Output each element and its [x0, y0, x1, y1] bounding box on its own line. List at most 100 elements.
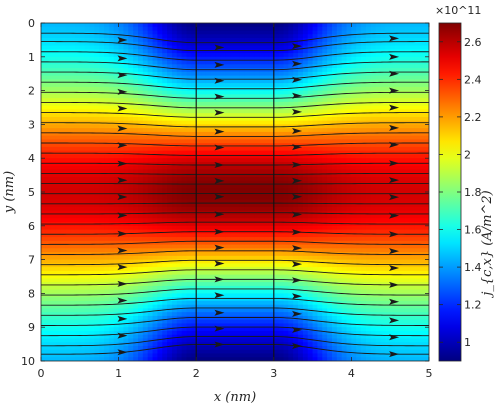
heat-cell [45, 297, 52, 302]
heat-cell [50, 240, 57, 246]
heat-cell [65, 34, 71, 39]
heat-cell [239, 285, 246, 291]
heat-cell [225, 233, 231, 238]
heat-cell [74, 255, 81, 261]
heat-cell [254, 30, 260, 35]
heat-cell [157, 38, 163, 43]
heat-cell [171, 83, 178, 88]
heat-cell [244, 34, 251, 39]
heat-cell [273, 304, 280, 310]
heat-cell [171, 267, 178, 272]
heat-cell [123, 255, 129, 261]
heat-cell [45, 300, 52, 306]
heat-cell [171, 330, 178, 336]
heat-cell [196, 109, 202, 114]
heat-cell [259, 49, 265, 54]
heat-cell [191, 237, 197, 242]
heat-cell [133, 56, 139, 62]
heat-cell [191, 83, 197, 88]
heat-cell [176, 304, 183, 310]
heat-cell [220, 237, 226, 242]
heat-cell [41, 240, 47, 246]
heat-cell [186, 139, 192, 144]
heat-cell [302, 169, 309, 174]
heat-cell [152, 184, 158, 189]
heat-cell [128, 128, 134, 133]
heat-cell [298, 165, 304, 171]
heat-cell [113, 255, 120, 261]
heat-cell [235, 240, 241, 246]
heat-cell [244, 173, 251, 178]
heat-cell [176, 173, 183, 178]
heat-cell [225, 244, 231, 249]
heat-cell [162, 26, 168, 32]
heat-cell [205, 338, 212, 343]
heat-cell [181, 135, 188, 141]
heat-cell [278, 255, 285, 261]
heat-cell [239, 199, 246, 204]
heat-cell [191, 278, 197, 283]
heat-cell [264, 34, 270, 39]
heat-cell [171, 349, 178, 355]
heat-cell [307, 38, 314, 43]
heat-cell [89, 195, 95, 201]
heat-cell [113, 161, 120, 167]
heat-cell [273, 345, 280, 351]
heat-cell [278, 169, 285, 174]
heat-cell [288, 86, 294, 92]
heat-cell [70, 26, 76, 32]
heat-cell [147, 199, 154, 204]
heat-cell [108, 45, 115, 50]
heat-cell [176, 146, 183, 152]
heat-cell [147, 49, 154, 54]
heat-cell [191, 101, 197, 107]
heat-cell [79, 71, 86, 77]
heat-cell [220, 26, 226, 32]
heat-cell [65, 327, 71, 332]
heat-cell [104, 184, 110, 189]
heat-cell [191, 56, 197, 62]
heat-cell [307, 53, 314, 58]
heat-cell [41, 173, 47, 178]
heat-cell [147, 218, 154, 223]
heat-cell [249, 338, 255, 343]
heat-cell [113, 345, 120, 351]
heat-cell [157, 342, 163, 347]
heat-cell [171, 60, 178, 65]
heat-cell [152, 71, 158, 77]
heat-cell [298, 161, 304, 167]
heat-cell [264, 349, 270, 355]
heat-cell [176, 26, 183, 32]
heat-cell [201, 330, 207, 336]
heat-cell [181, 233, 188, 238]
heat-cell [94, 41, 100, 47]
heat-cell [215, 23, 222, 28]
heat-cell [104, 154, 110, 159]
heat-cell [55, 293, 61, 298]
heat-cell [142, 255, 149, 261]
heat-cell [293, 154, 299, 159]
heat-cell [89, 53, 95, 58]
heat-cell [60, 330, 66, 336]
heat-cell [142, 353, 149, 358]
heat-cell [128, 252, 134, 257]
heat-cell [278, 323, 285, 328]
heat-cell [55, 297, 61, 302]
heat-cell [210, 214, 217, 219]
heat-cell [254, 184, 260, 189]
heat-cell [288, 330, 294, 336]
heat-cell [186, 38, 192, 43]
heat-cell [133, 176, 139, 182]
heat-cell [278, 218, 285, 223]
heat-cell [99, 116, 105, 122]
heat-cell [244, 353, 251, 358]
heat-cell [123, 330, 129, 336]
heat-cell [235, 278, 241, 283]
heat-cell [128, 124, 134, 129]
heat-cell [41, 184, 47, 189]
heat-cell [196, 203, 202, 208]
heat-cell [215, 237, 222, 242]
heat-cell [235, 353, 241, 358]
heat-cell [55, 143, 61, 148]
heat-cell [201, 184, 207, 189]
